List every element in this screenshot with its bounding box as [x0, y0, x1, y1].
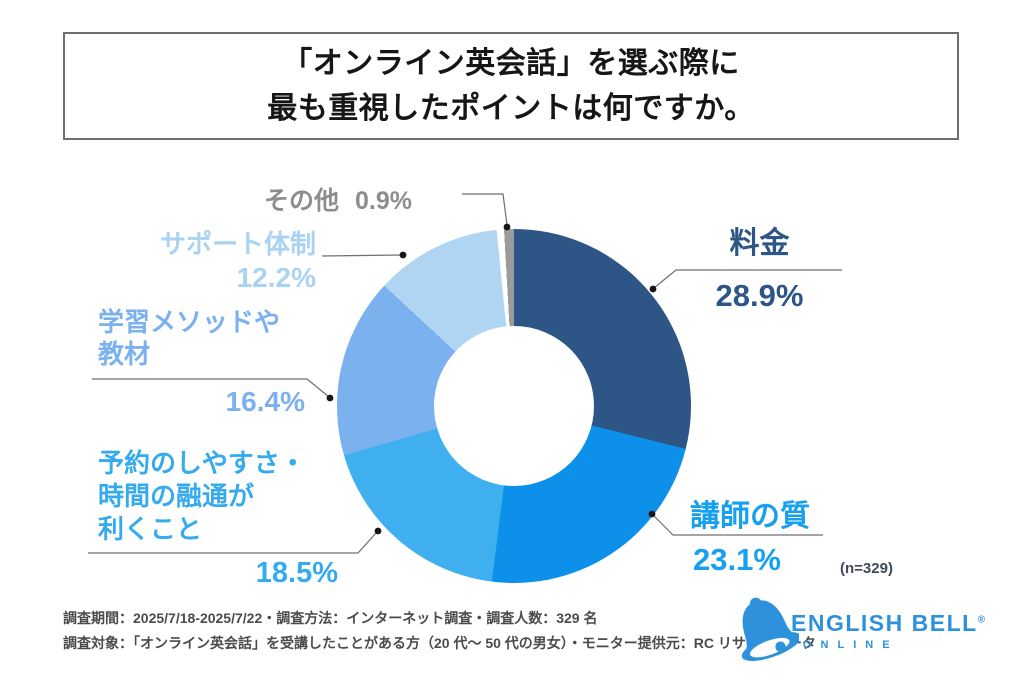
leader-dot-ryokin — [649, 285, 657, 293]
leader-dot-yoyaku — [374, 527, 382, 535]
leader-dot-support — [399, 251, 407, 259]
english-bell-logo: ENGLISH BELL® ONLINE — [727, 593, 985, 665]
label-booking-line3: 利くこと — [98, 514, 203, 544]
title-line-1: 「オンライン英会話」を選ぶ際に — [282, 47, 740, 80]
label-method-line2: 教材 — [98, 339, 151, 369]
label-teacher-pct: 23.1% — [693, 542, 781, 577]
label-method-name: 学習メソッドや 教材 — [98, 306, 280, 370]
label-method-line1: 学習メソッドや — [98, 307, 281, 337]
title-box: 「オンライン英会話」を選ぶ際に 最も重視したポイントは何ですか。 — [63, 32, 959, 140]
label-booking-line1: 予約のしやすさ・ — [98, 448, 306, 478]
logo-wordmark: ENGLISH BELL® — [791, 610, 985, 637]
label-booking-line2: 時間の融通が — [98, 481, 255, 511]
leader-line-support — [321, 254, 403, 257]
label-teacher-name: 講師の質 — [690, 500, 810, 533]
donut-hole — [434, 326, 594, 486]
label-other: その他 0.9% — [264, 181, 412, 217]
survey-footer-line2: 調査対象：「オンライン英会話」を受講したことがある方（20 代〜 50 代の男女… — [63, 635, 816, 651]
bell-icon — [741, 597, 799, 661]
label-price-name: 料金 — [729, 227, 790, 260]
label-other-pct: 0.9% — [355, 187, 412, 215]
sample-size-note: (n=329) — [840, 560, 893, 577]
label-booking-name: 予約のしやすさ・ 時間の融通が 利くこと — [98, 447, 306, 546]
logo-name: ENGLISH BELL — [791, 610, 978, 636]
survey-footer: 調査期間：2025/7/18-2025/7/22・調査方法：インターネット調査・… — [63, 606, 816, 656]
label-booking-pct: 18.5% — [255, 557, 338, 589]
label-method-pct: 16.4% — [225, 386, 305, 417]
title-line-2: 最も重視したポイントは何ですか。 — [267, 92, 755, 125]
leader-dot-method — [326, 394, 334, 402]
label-price-pct: 28.9% — [715, 278, 804, 313]
label-other-name: その他 — [264, 187, 340, 215]
label-support-name: サポート体制 — [159, 229, 316, 259]
survey-footer-line1: 調査期間：2025/7/18-2025/7/22・調査方法：インターネット調査・… — [63, 610, 598, 626]
logo-subtext: ONLINE — [803, 639, 899, 651]
leader-line-sonota — [462, 193, 508, 226]
logo-registered-mark: ® — [977, 614, 986, 626]
label-support-pct: 12.2% — [236, 262, 316, 293]
